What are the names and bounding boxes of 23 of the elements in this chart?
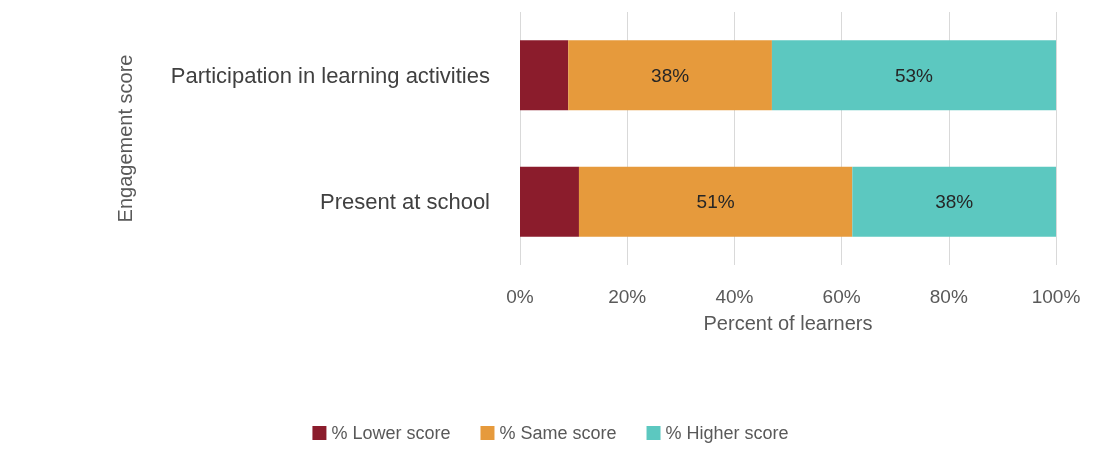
bar <box>771 40 1056 111</box>
x-tick-label: 40% <box>715 286 754 307</box>
bar <box>568 40 772 111</box>
legend-label: % Lower score <box>331 423 451 443</box>
data-label: 38% <box>935 191 974 213</box>
bar <box>520 166 579 237</box>
x-tick-label: 100% <box>1031 286 1081 307</box>
x-tick-label: 20% <box>608 286 647 307</box>
data-label: 51% <box>696 191 735 213</box>
legend-label: % Same score <box>499 423 617 443</box>
x-tick-label: 80% <box>929 286 968 307</box>
x-tick-label: 0% <box>506 286 534 307</box>
x-tick-label: 60% <box>822 286 861 307</box>
bar <box>852 166 1056 237</box>
bar <box>520 40 569 111</box>
y-tick-label: Participation in learning activities <box>170 62 490 88</box>
bar <box>578 166 853 237</box>
y-axis-title: Engagement score <box>114 54 136 223</box>
y-tick-label: Present at school <box>320 189 490 215</box>
data-label: 53% <box>894 64 934 86</box>
data-label: 38% <box>651 64 690 86</box>
x-axis-title: Percent of learners <box>703 312 873 334</box>
legend-label: % Higher score <box>665 423 789 443</box>
